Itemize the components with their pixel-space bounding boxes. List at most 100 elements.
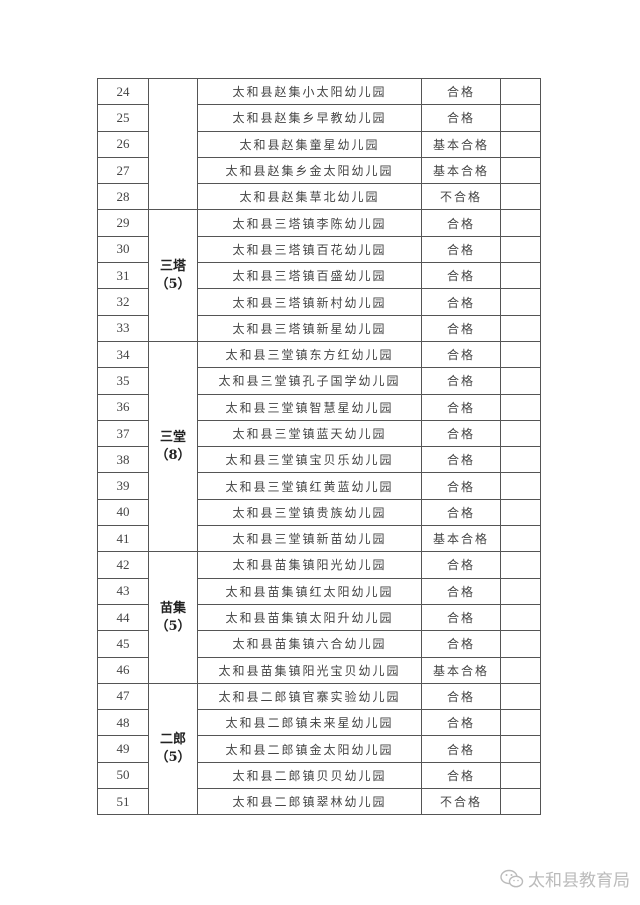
result: 合格 — [421, 682, 501, 711]
row-number: 34 — [97, 340, 149, 369]
table-row: 31 太和县三塔镇百盛幼儿园 合格 — [97, 262, 541, 290]
row-number: 43 — [97, 577, 149, 605]
row-number: 27 — [97, 156, 149, 185]
table-row: 47 二郎 （5） 太和县二郎镇官寨实验幼儿园 合格 — [97, 682, 541, 816]
table-row: 48 太和县二郎镇未来星幼儿园 合格 — [97, 709, 541, 737]
remarks-cell — [500, 709, 541, 737]
row-number: 49 — [97, 735, 149, 763]
table-row: 37 太和县三堂镇蓝天幼儿园 合格 — [97, 419, 541, 448]
result: 不合格 — [421, 183, 501, 211]
remarks-cell — [500, 603, 541, 632]
kindergarten-name: 太和县赵集乡金太阳幼儿园 — [197, 156, 422, 185]
row-number: 32 — [97, 288, 149, 316]
row-number: 37 — [97, 419, 149, 448]
result: 合格 — [421, 735, 501, 763]
remarks-cell — [500, 788, 541, 816]
table-row: 36 太和县三堂镇智慧星幼儿园 合格 — [97, 393, 541, 421]
kindergarten-name: 太和县苗集镇阳光宝贝幼儿园 — [197, 656, 422, 684]
kindergarten-name: 太和县二郎镇官寨实验幼儿园 — [197, 682, 422, 711]
kindergarten-name: 太和县三塔镇新星幼儿园 — [197, 314, 422, 342]
kindergarten-name: 太和县三堂镇新苗幼儿园 — [197, 525, 422, 553]
row-number: 33 — [97, 314, 149, 342]
result: 合格 — [421, 446, 501, 474]
table-row: 26 太和县赵集童星幼儿园 基本合格 — [97, 130, 541, 158]
kindergarten-name: 太和县苗集镇红太阳幼儿园 — [197, 577, 422, 605]
row-number: 30 — [97, 235, 149, 264]
town-cell: 三堂 （8） — [148, 340, 198, 553]
remarks-cell — [500, 262, 541, 290]
row-number: 29 — [97, 209, 149, 237]
table-row: 28 太和县赵集草北幼儿园 不合格 — [97, 183, 541, 211]
table-row: 24 太和县赵集小太阳幼儿园 合格 — [97, 77, 541, 211]
town-cell: 三塔 （5） — [148, 209, 198, 342]
kindergarten-name: 太和县赵集小太阳幼儿园 — [197, 77, 422, 106]
kindergarten-results-table: 24 太和县赵集小太阳幼儿园 合格 25 太和县赵集乡早教幼儿园 合格 26 太和县赵集童星幼… — [97, 77, 541, 816]
row-number: 47 — [97, 682, 149, 711]
town-name: 三堂 — [159, 429, 186, 445]
row-number: 31 — [97, 262, 149, 290]
remarks-cell — [500, 183, 541, 211]
result: 合格 — [421, 630, 501, 658]
remarks-cell — [500, 104, 541, 132]
kindergarten-name: 太和县三堂镇东方红幼儿园 — [197, 340, 422, 369]
row-number: 25 — [97, 104, 149, 132]
town-cell: 苗集 （5） — [148, 551, 198, 684]
remarks-cell — [500, 656, 541, 684]
remarks-cell — [500, 577, 541, 605]
remarks-cell — [500, 525, 541, 553]
table-row: 50 太和县二郎镇贝贝幼儿园 合格 — [97, 761, 541, 790]
row-number: 28 — [97, 183, 149, 211]
kindergarten-name: 太和县二郎镇金太阳幼儿园 — [197, 735, 422, 763]
table-row: 25 太和县赵集乡早教幼儿园 合格 — [97, 104, 541, 132]
row-number: 35 — [97, 367, 149, 395]
town-name: 二郎 — [159, 732, 186, 748]
table-row: 30 太和县三塔镇百花幼儿园 合格 — [97, 235, 541, 264]
result: 合格 — [421, 340, 501, 369]
result: 合格 — [421, 209, 501, 237]
remarks-cell — [500, 235, 541, 264]
result: 合格 — [421, 288, 501, 316]
kindergarten-name: 太和县苗集镇阳光幼儿园 — [197, 551, 422, 579]
kindergarten-name: 太和县苗集镇六合幼儿园 — [197, 630, 422, 658]
town-count: （5） — [155, 276, 191, 292]
table-row: 41 太和县三堂镇新苗幼儿园 基本合格 — [97, 525, 541, 553]
remarks-cell — [500, 735, 541, 763]
kindergarten-name: 太和县三塔镇百盛幼儿园 — [197, 262, 422, 290]
result: 基本合格 — [421, 656, 501, 684]
remarks-cell — [500, 367, 541, 395]
row-number: 38 — [97, 446, 149, 474]
table-row: 51 太和县二郎镇翠林幼儿园 不合格 — [97, 788, 541, 816]
kindergarten-name: 太和县三堂镇宝贝乐幼儿园 — [197, 446, 422, 474]
remarks-cell — [500, 77, 541, 106]
kindergarten-name: 太和县二郎镇翠林幼儿园 — [197, 788, 422, 816]
result: 合格 — [421, 393, 501, 421]
result: 基本合格 — [421, 525, 501, 553]
kindergarten-name: 太和县三堂镇孔子国学幼儿园 — [197, 367, 422, 395]
row-number: 50 — [97, 761, 149, 790]
remarks-cell — [500, 130, 541, 158]
row-number: 45 — [97, 630, 149, 658]
row-number: 40 — [97, 498, 149, 527]
kindergarten-name: 太和县三塔镇李陈幼儿园 — [197, 209, 422, 237]
town-cell: 二郎 （5） — [148, 682, 198, 816]
watermark-text: 太和县教育局 — [528, 871, 630, 891]
watermark: 太和县教育局 — [500, 866, 630, 891]
remarks-cell — [500, 419, 541, 448]
result: 合格 — [421, 77, 501, 106]
result: 合格 — [421, 472, 501, 500]
result: 合格 — [421, 262, 501, 290]
town-name: 三塔 — [159, 258, 186, 274]
result: 基本合格 — [421, 130, 501, 158]
result: 合格 — [421, 551, 501, 579]
row-number: 51 — [97, 788, 149, 816]
town-count: （8） — [155, 447, 191, 463]
kindergarten-name: 太和县三堂镇红黄蓝幼儿园 — [197, 472, 422, 500]
remarks-cell — [500, 393, 541, 421]
kindergarten-name: 太和县三堂镇智慧星幼儿园 — [197, 393, 422, 421]
table-row: 29 三塔 （5） 太和县三塔镇李陈幼儿园 合格 — [97, 209, 541, 342]
remarks-cell — [500, 156, 541, 185]
town-count: （5） — [155, 618, 191, 634]
table-row: 44 太和县苗集镇太阳升幼儿园 合格 — [97, 603, 541, 632]
remarks-cell — [500, 209, 541, 237]
table-row: 34 三堂 （8） 太和县三堂镇东方红幼儿园 合格 — [97, 340, 541, 553]
